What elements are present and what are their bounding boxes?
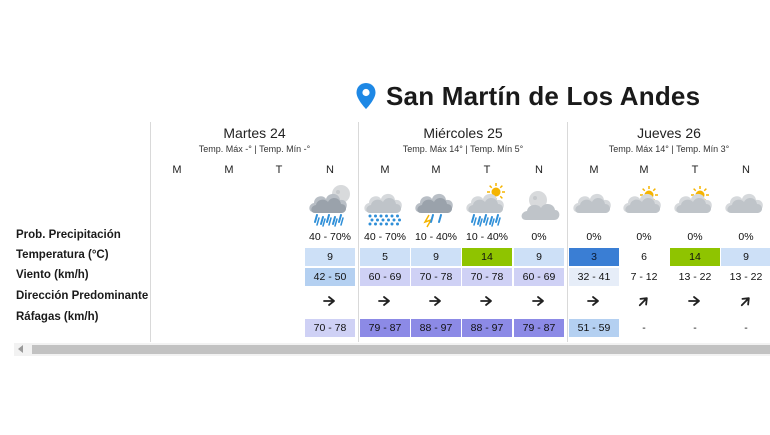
day-name: Jueves 26 [637,125,701,141]
east-arrow-icon [411,292,461,310]
time-slot-label: T [275,164,283,176]
time-slot-label: M [431,164,441,176]
time-slot-label: N [326,164,334,176]
time-slot-label: M [172,164,182,176]
temp-cell: 5 [360,248,410,266]
wind-cell: 13 - 22 [670,268,720,286]
cloud-icon [573,193,611,213]
day-header: Jueves 26 Temp. Máx 14° | Temp. Mín 3° [568,124,770,156]
scroll-thumb[interactable] [32,345,770,354]
east-arrow-icon [514,292,564,310]
northeast-arrow-icon [619,292,669,310]
gusts-cell: 79 - 87 [360,319,410,337]
time-slot-label: N [742,164,750,176]
rain-cloud-icon [415,193,453,228]
east-arrow-icon [305,292,355,310]
precip-cell: 0% [531,231,547,243]
location-title: San Martín de Los Andes [356,78,700,114]
time-slot-label: T [691,164,699,176]
hail-icon [364,193,402,226]
gusts-cell: 88 - 97 [411,319,461,337]
gusts-cell: - [619,319,669,337]
wind-cell: 60 - 69 [360,268,410,286]
wind-cell: 70 - 78 [462,268,512,286]
east-arrow-icon [569,292,619,310]
day-name: Martes 24 [223,125,286,141]
time-slot-label: M [224,164,234,176]
time-slot-label: M [639,164,649,176]
gusts-cell: - [670,319,720,337]
row-label-gusts: Ráfagas (km/h) [16,311,99,323]
location-name: San Martín de Los Andes [386,80,701,111]
gusts-cell: 51 - 59 [569,319,619,337]
day-header: Martes 24 Temp. Máx -° | Temp. Mín -° [151,124,358,156]
northeast-arrow-icon [721,292,770,310]
partly-cloudy-icon [674,186,712,213]
column-divider [358,122,359,342]
column-divider [567,122,568,342]
wind-cell: 32 - 41 [569,268,619,286]
east-arrow-icon [360,292,410,310]
day-temp-range: Temp. Máx 14° | Temp. Mín 3° [608,144,730,154]
wind-cell: 70 - 78 [411,268,461,286]
gusts-cell: 88 - 97 [462,319,512,337]
temp-cell: 3 [569,248,619,266]
rain-sun-icon [466,183,505,227]
time-slot-label: M [380,164,390,176]
map-pin-icon [356,83,376,109]
east-arrow-icon [670,292,720,310]
precip-cell: 0% [636,231,652,243]
time-slot-label: M [589,164,599,176]
time-slot-label: N [535,164,543,176]
scroll-left-arrow-icon[interactable] [18,345,23,353]
precip-cell: 10 - 40% [465,231,509,243]
temp-cell: 9 [411,248,461,266]
temp-cell: 9 [721,248,770,266]
day-header: Miércoles 25 Temp. Máx 14° | Temp. Mín 5… [359,124,567,156]
gusts-cell: 70 - 78 [305,319,355,337]
precip-cell: 0% [586,231,602,243]
temp-cell: 14 [462,248,512,266]
precip-cell: 0% [738,231,754,243]
wind-cell: 7 - 12 [619,268,669,286]
cloudy-night-icon [521,191,560,220]
horizontal-scrollbar[interactable] [14,343,770,356]
wind-cell: 42 - 50 [305,268,355,286]
partly-cloudy-icon [623,186,661,213]
row-label-wind: Viento (km/h) [16,269,89,281]
temp-cell: 9 [514,248,564,266]
temp-cell: 6 [619,248,669,266]
column-divider [150,122,151,342]
gusts-cell: 79 - 87 [514,319,564,337]
wind-cell: 60 - 69 [514,268,564,286]
day-temp-range: Temp. Máx -° | Temp. Mín -° [198,144,311,154]
temp-cell: 14 [670,248,720,266]
day-name: Miércoles 25 [423,125,503,141]
east-arrow-icon [462,292,512,310]
precip-cell: 10 - 40% [414,231,458,243]
row-label-temp: Temperatura (°C) [16,249,109,261]
wind-cell: 13 - 22 [721,268,770,286]
gusts-cell: - [721,319,770,337]
time-slot-label: T [483,164,491,176]
precip-cell: 0% [687,231,703,243]
row-label-direction: Dirección Predominante [16,290,149,302]
day-temp-range: Temp. Máx 14° | Temp. Mín 5° [402,144,524,154]
row-label-precip: Prob. Precipitación [16,229,121,241]
temp-cell: 9 [305,248,355,266]
precip-cell: 40 - 70% [363,231,407,243]
cloud-icon [725,193,763,213]
precip-cell: 40 - 70% [308,231,352,243]
rain-night-icon [309,185,350,227]
